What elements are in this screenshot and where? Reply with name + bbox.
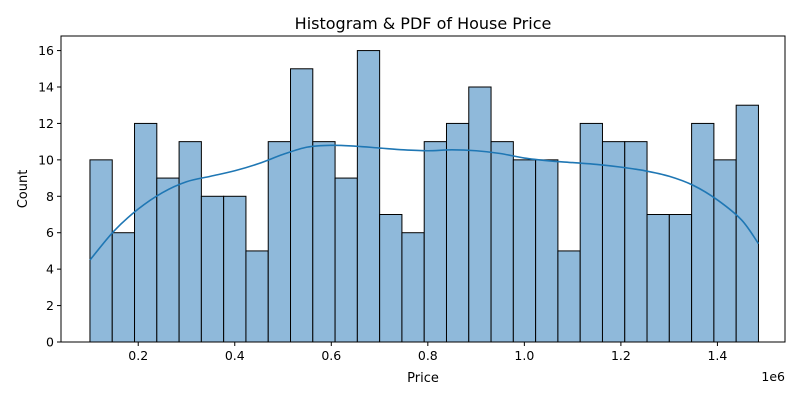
histogram-bars <box>89 50 759 343</box>
histogram-bar <box>223 195 247 343</box>
y-tick-label: 0 <box>46 335 54 350</box>
histogram-bar <box>423 141 447 343</box>
plot-frame <box>60 35 786 343</box>
y-axis: 0 2 4 6 8 10 12 14 16 <box>38 43 61 350</box>
histogram-bar <box>512 159 537 343</box>
y-tick-label: 8 <box>46 189 54 204</box>
histogram-bar <box>445 122 470 343</box>
histogram-bar <box>579 122 603 343</box>
histogram-bar <box>245 250 269 343</box>
x-tick-label: 1.4 <box>707 348 727 363</box>
histogram-bar <box>356 50 381 343</box>
x-tick-label: 0.2 <box>128 348 148 363</box>
y-tick-label: 4 <box>46 262 54 277</box>
histogram-bar <box>468 86 492 343</box>
histogram-bar <box>691 122 715 343</box>
chart-title: Histogram & PDF of House Price <box>295 14 552 33</box>
histogram-bar <box>267 141 292 343</box>
y-tick-label: 10 <box>38 152 54 167</box>
y-axis-label: Count <box>16 170 31 209</box>
histogram-bar <box>334 177 358 343</box>
histogram-bar <box>156 177 180 343</box>
x-axis-label: Price <box>407 371 439 386</box>
x-axis: 0.2 0.4 0.6 0.8 1.0 1.2 1.4 <box>128 342 727 363</box>
x-tick-label: 0.8 <box>418 348 438 363</box>
histogram-bar <box>89 159 113 343</box>
histogram-bar <box>111 232 136 343</box>
x-tick-label: 1.0 <box>514 348 534 363</box>
histogram-bar <box>178 141 202 343</box>
y-tick-label: 2 <box>46 298 54 313</box>
x-tick-label: 1.2 <box>611 348 631 363</box>
x-tick-label: 0.4 <box>225 348 245 363</box>
x-tick-label: 0.6 <box>321 348 341 363</box>
kde-line <box>89 144 760 261</box>
histogram-bar <box>624 141 648 343</box>
y-tick-label: 12 <box>38 116 54 131</box>
x-axis-offset-label: 1e6 <box>761 369 785 384</box>
histogram-bar <box>200 195 225 343</box>
histogram-bar <box>668 214 693 343</box>
histogram-bar <box>557 250 581 343</box>
histogram-bar <box>646 214 670 343</box>
histogram-bar <box>379 214 403 343</box>
histogram-bar <box>735 104 759 343</box>
y-tick-label: 6 <box>46 225 54 240</box>
histogram-bar <box>490 141 514 343</box>
y-tick-label: 14 <box>38 80 54 95</box>
histogram-bar <box>601 141 626 343</box>
histogram-bar <box>713 159 737 343</box>
y-tick-label: 16 <box>38 43 54 58</box>
histogram-bar <box>290 68 314 343</box>
histogram-bar <box>535 159 559 343</box>
histogram-bar <box>401 232 425 343</box>
histogram-bar <box>312 141 336 343</box>
histogram-bar <box>134 122 158 343</box>
